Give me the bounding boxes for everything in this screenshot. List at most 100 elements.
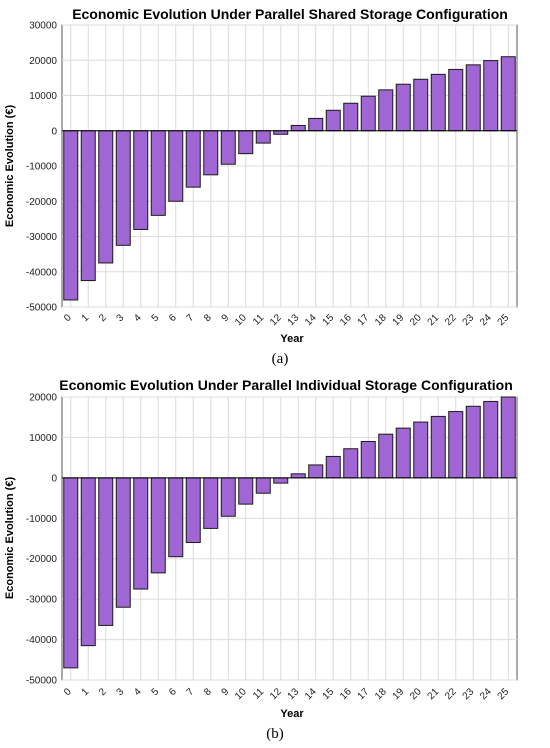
bar-year-11 [255, 130, 271, 144]
bar-year-15 [325, 455, 341, 479]
x-axis-label: Year [280, 333, 304, 345]
x-tick-label: 3 [115, 686, 127, 698]
x-tick-label: 22 [443, 686, 459, 702]
caption: (b) [266, 726, 284, 742]
bar-year-10 [238, 130, 254, 155]
bar-year-24 [483, 400, 499, 479]
bar-year-0 [63, 477, 79, 669]
x-tick-label: 10 [233, 686, 249, 702]
chart-shared-storage: Economic Evolution Under Parallel Shared… [4, 6, 518, 367]
x-tick-label: 25 [496, 312, 512, 328]
y-tick-label: 0 [51, 473, 57, 484]
x-tick-label: 7 [185, 686, 197, 698]
bar-year-5 [150, 130, 166, 216]
bar-year-16 [343, 448, 359, 479]
x-tick-label: 2 [97, 686, 109, 698]
x-tick-label: 19 [391, 686, 407, 702]
x-tick-label: 24 [478, 686, 494, 702]
x-tick-label: 23 [461, 686, 477, 702]
x-tick-label: 13 [286, 686, 302, 702]
y-tick-label: 30000 [29, 21, 57, 32]
x-tick-labels: 0 1 2 3 4 5 6 7 8 9 10 11 12 13 14 15 16 17 18 19 20 21 22 23 24… [62, 686, 512, 702]
x-tick-label: 17 [356, 686, 372, 702]
x-tick-label: 16 [338, 686, 354, 702]
y-tick-labels: 30000 20000 10000 0 -10000 -20000 -30000 -40000… [26, 21, 58, 314]
x-tick-label: 2 [97, 312, 109, 324]
x-tick-label: 7 [185, 312, 197, 324]
chart-individual-storage: Economic Evolution Under Parallel Indivi… [4, 377, 518, 742]
bar-year-5 [150, 477, 166, 574]
bar-year-19 [395, 427, 411, 479]
bar-year-14 [308, 117, 324, 132]
bar-year-21 [430, 415, 446, 479]
bar-year-15 [325, 109, 341, 132]
bars [63, 56, 516, 301]
x-tick-label: 5 [150, 312, 162, 324]
x-tick-label: 1 [80, 686, 92, 698]
bar-year-1 [80, 477, 96, 647]
x-tick-label: 20 [408, 312, 424, 328]
chart-title: Economic Evolution Under Parallel Shared… [72, 6, 508, 22]
bar-year-7 [185, 477, 201, 544]
bar-year-6 [168, 477, 184, 558]
x-tick-label: 11 [251, 312, 266, 327]
x-tick-label: 21 [426, 686, 442, 702]
x-tick-label: 21 [426, 312, 442, 328]
x-tick-label: 18 [373, 686, 389, 702]
y-tick-label: 20000 [29, 393, 57, 404]
y-tick-label: -50000 [26, 676, 58, 687]
bar-year-22 [448, 411, 464, 479]
bar-year-7 [185, 130, 201, 188]
bar-year-13 [290, 124, 306, 132]
bar-year-14 [308, 464, 324, 479]
x-tick-label: 9 [220, 686, 232, 698]
x-tick-label: 5 [150, 686, 162, 698]
bar-year-21 [430, 73, 446, 132]
bar-year-19 [395, 83, 411, 132]
chart-title: Economic Evolution Under Parallel Indivi… [59, 377, 513, 393]
bar-year-1 [80, 130, 96, 282]
bar-year-16 [343, 102, 359, 132]
bar-year-23 [465, 405, 481, 479]
bar-year-4 [133, 130, 149, 230]
bar-year-12 [273, 477, 289, 484]
x-axis-label: Year [280, 708, 304, 720]
x-tick-label: 22 [443, 312, 459, 328]
bar-year-3 [115, 130, 131, 246]
x-tick-label: 3 [115, 312, 127, 324]
bar-year-23 [465, 64, 481, 132]
x-tick-label: 0 [62, 312, 74, 324]
y-tick-label: -30000 [26, 232, 58, 243]
bar-year-6 [168, 130, 184, 202]
bar-year-20 [413, 78, 429, 132]
x-tick-label: 19 [391, 312, 407, 328]
x-tick-label: 10 [233, 312, 249, 328]
x-tick-label: 4 [132, 312, 144, 324]
x-tick-label: 8 [202, 312, 214, 324]
bar-year-3 [115, 477, 131, 608]
bar-year-25 [500, 396, 516, 479]
bar-year-17 [360, 440, 376, 479]
y-axis-label: Economic Evolution (€) [4, 477, 16, 600]
y-tick-label: -20000 [26, 197, 58, 208]
x-tick-label: 14 [303, 686, 319, 702]
x-tick-label: 11 [251, 686, 266, 701]
bar-year-11 [255, 477, 271, 494]
bar-year-0 [63, 130, 79, 301]
x-tick-label: 6 [167, 686, 179, 698]
y-tick-label: 10000 [29, 433, 57, 444]
x-tick-label: 12 [268, 312, 284, 328]
x-tick-label: 12 [268, 686, 284, 702]
x-tick-label: 13 [286, 312, 302, 328]
bar-year-25 [500, 56, 516, 132]
bar-year-12 [273, 130, 289, 135]
x-tick-label: 17 [356, 312, 372, 328]
bar-year-4 [133, 477, 149, 590]
x-tick-labels: 0 1 2 3 4 5 6 7 8 9 10 11 12 13 14 15 16 17 18 19 20 21 22 23 24… [62, 312, 512, 328]
bar-year-2 [98, 130, 114, 264]
y-tick-label: -10000 [26, 514, 58, 525]
y-tick-labels: 20000 10000 0 -10000 -20000 -30000 -40000 -5000… [26, 393, 58, 687]
caption: (a) [272, 351, 289, 367]
x-tick-label: 15 [321, 312, 337, 328]
